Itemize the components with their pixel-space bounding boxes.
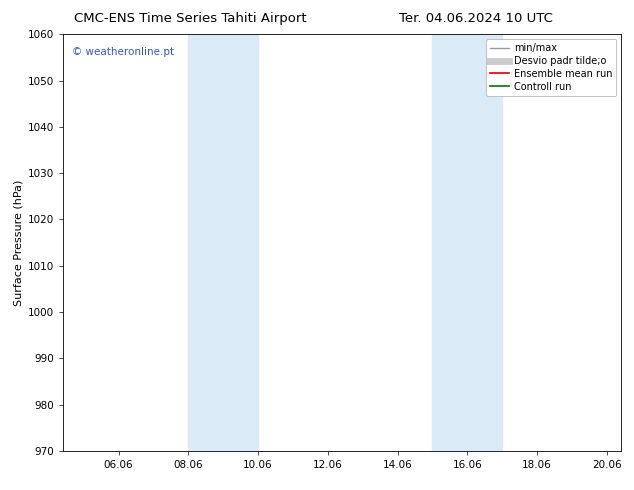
Text: Ter. 04.06.2024 10 UTC: Ter. 04.06.2024 10 UTC xyxy=(399,12,552,25)
Text: © weatheronline.pt: © weatheronline.pt xyxy=(72,47,174,57)
Bar xyxy=(432,34,502,451)
Bar xyxy=(188,34,258,451)
Legend: min/max, Desvio padr tilde;o, Ensemble mean run, Controll run: min/max, Desvio padr tilde;o, Ensemble m… xyxy=(486,39,616,96)
Y-axis label: Surface Pressure (hPa): Surface Pressure (hPa) xyxy=(14,179,24,306)
Text: CMC-ENS Time Series Tahiti Airport: CMC-ENS Time Series Tahiti Airport xyxy=(74,12,306,25)
